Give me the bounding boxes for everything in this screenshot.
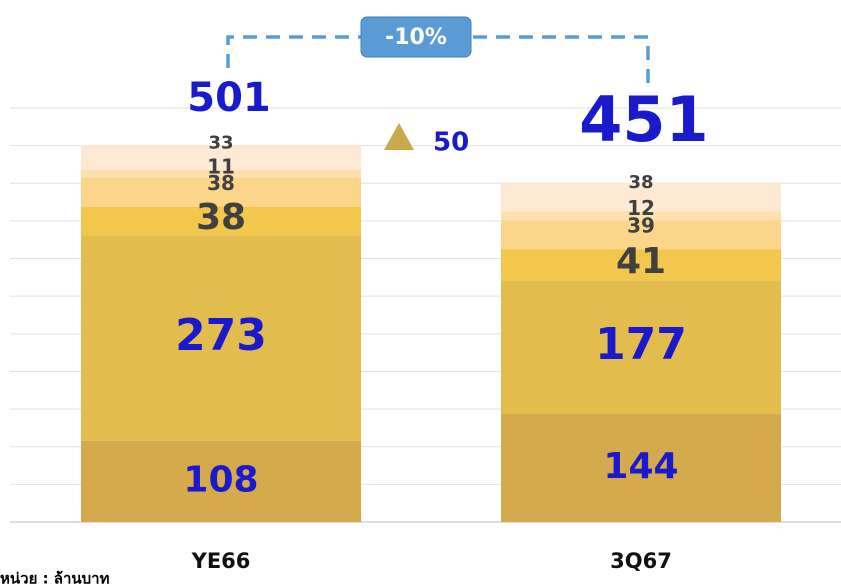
change-label: -10% (385, 25, 447, 50)
segment-label: 177 (595, 319, 687, 370)
difference-marker (384, 123, 414, 150)
bar-segment (501, 249, 781, 281)
segment-label: 273 (175, 310, 267, 361)
segment-label: 41 (616, 241, 666, 282)
segment-label: 11 (207, 154, 235, 178)
bar-segment (81, 206, 361, 236)
segment-label: 39 (627, 213, 655, 237)
bar-segment (501, 220, 781, 250)
difference-label: 50 (433, 128, 469, 158)
x-tick-label: 3Q67 (610, 549, 672, 573)
segment-label: 38 (207, 171, 235, 195)
bar-segment (501, 413, 781, 522)
segment-label: 38 (628, 172, 653, 193)
bar-segment (501, 280, 781, 414)
bar-segment (81, 178, 361, 207)
bar-segment (81, 235, 361, 441)
bar-segment (501, 211, 781, 221)
bar-segment (501, 182, 781, 212)
segment-label: 108 (183, 459, 258, 500)
segment-label: 12 (627, 196, 655, 220)
bar-segment (81, 169, 361, 179)
bar-segment (81, 440, 361, 522)
change-box (360, 16, 472, 58)
segment-label: 33 (208, 132, 233, 153)
total-label: 451 (579, 83, 708, 156)
segment-label: 144 (603, 446, 678, 487)
total-label: 501 (187, 75, 271, 121)
segment-label: 38 (196, 197, 246, 238)
x-tick-label: YE66 (191, 549, 251, 573)
bar-segment (81, 144, 361, 170)
unit-note: หน่วย : ล้านบาท (0, 570, 110, 588)
